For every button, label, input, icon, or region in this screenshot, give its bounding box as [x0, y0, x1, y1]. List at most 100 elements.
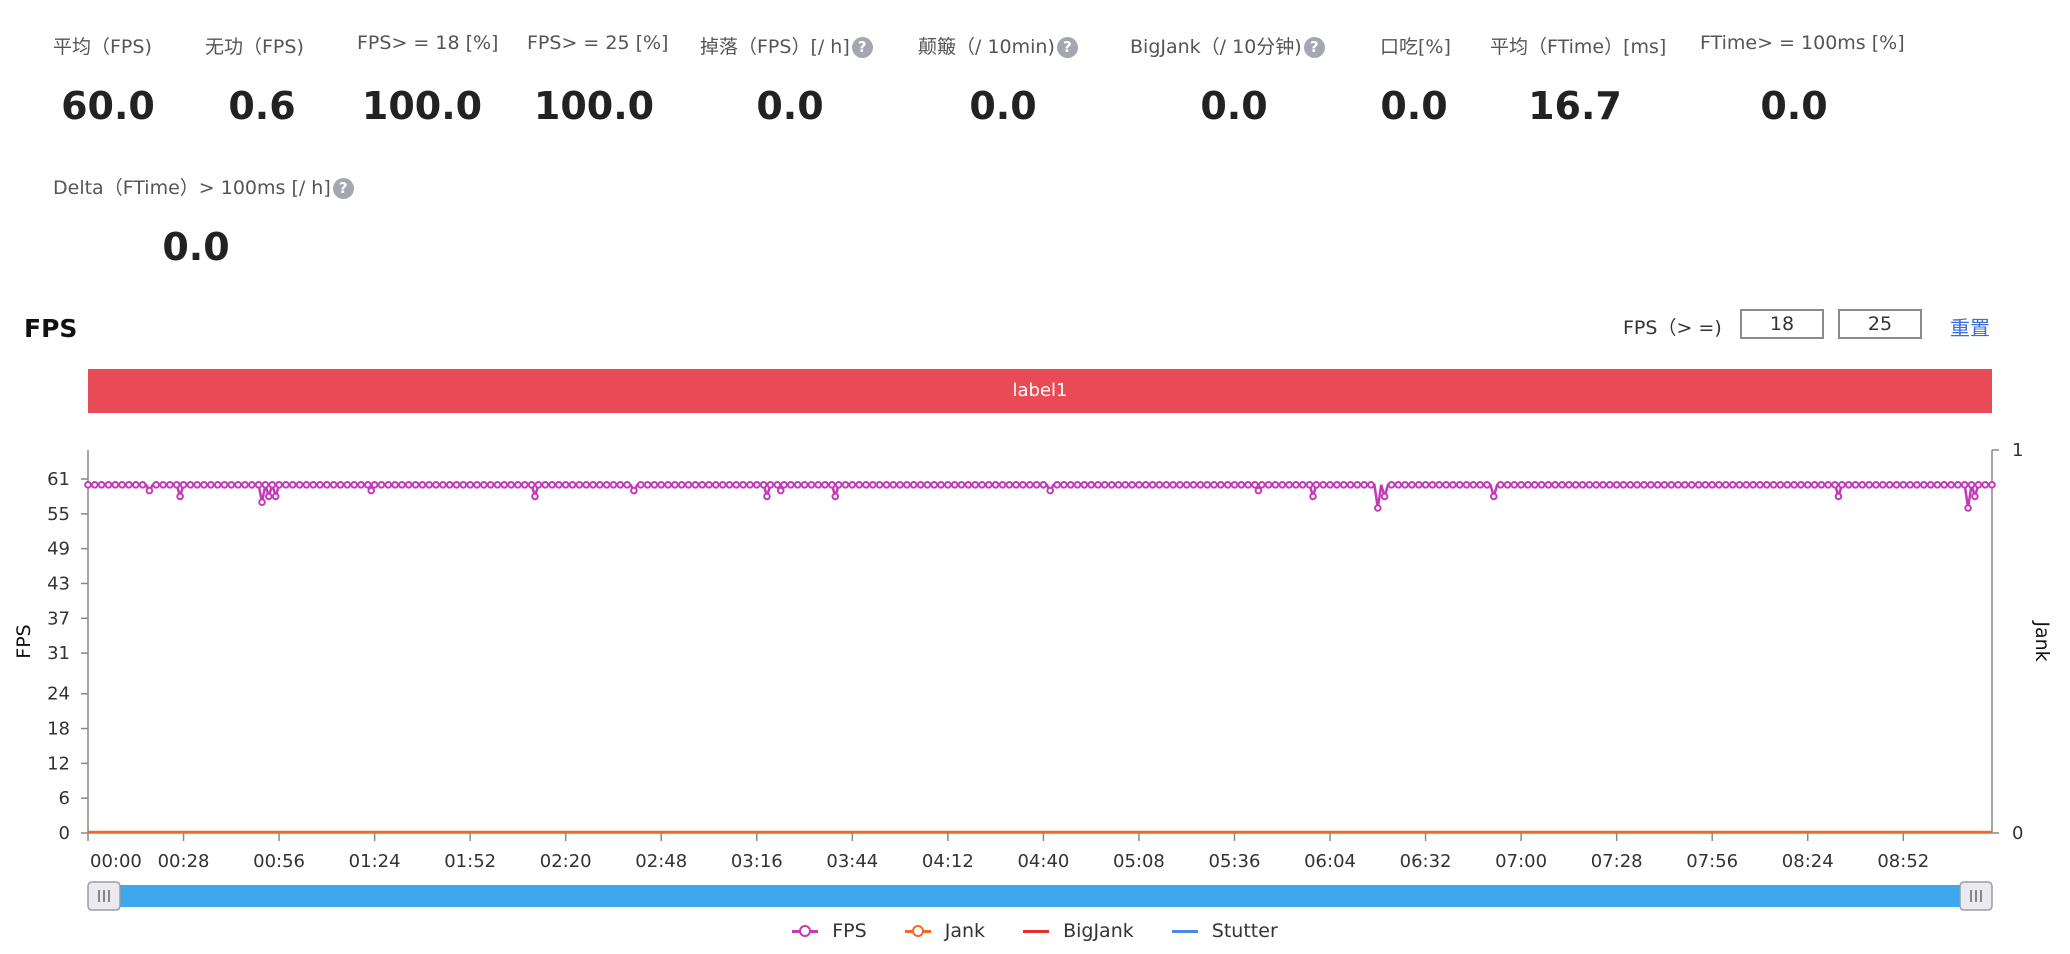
metric-label-text: FPS> = 25 [%] — [527, 32, 669, 54]
fps-point — [466, 481, 475, 489]
fps-point — [329, 481, 338, 489]
fps-point — [459, 481, 468, 489]
y-tick-label: 0 — [59, 823, 70, 844]
fps-point — [1217, 481, 1225, 489]
metric-label-text: 平均（FTime）[ms] — [1490, 36, 1667, 58]
fps-point — [1060, 481, 1068, 489]
fps-point — [855, 481, 864, 489]
fps-point — [1838, 481, 1846, 489]
fps-threshold-input-2[interactable] — [1838, 309, 1922, 339]
fps-point — [1964, 504, 1972, 512]
fps-point — [1462, 481, 1471, 489]
fps-point — [602, 481, 611, 489]
fps-point — [971, 481, 980, 489]
fps-point — [1305, 481, 1314, 489]
y-tick-label: 18 — [47, 719, 70, 740]
fps-point — [1865, 481, 1873, 489]
fps-point — [875, 481, 884, 489]
reset-button[interactable]: 重置 — [1950, 316, 1990, 340]
fps-point — [1496, 481, 1505, 489]
fps-point — [1039, 481, 1048, 489]
help-icon[interactable]: ? — [1303, 37, 1325, 58]
metric-label: 颠簸（/ 10min)? — [918, 32, 1078, 59]
fps-point — [507, 481, 515, 489]
legend-fps[interactable]: FPS — [792, 920, 867, 942]
fps-point — [1490, 492, 1498, 501]
x-tick-label: 01:52 — [444, 851, 496, 872]
fps-point — [985, 481, 993, 489]
fps-point — [773, 481, 782, 489]
fps-point — [882, 481, 891, 489]
fps-point — [1408, 481, 1416, 489]
metric-label: 口吃[%] — [1380, 32, 1451, 59]
fps-point — [486, 481, 495, 489]
fps-point — [480, 481, 488, 489]
help-icon[interactable]: ? — [851, 37, 873, 58]
x-tick-label: 01:24 — [349, 851, 401, 872]
metric-label-text: 口吃[%] — [1380, 36, 1451, 58]
fps-point — [1503, 481, 1512, 489]
fps-point — [445, 481, 454, 489]
fps-point — [384, 481, 393, 489]
fps-point — [1107, 481, 1116, 489]
fps-point — [848, 481, 857, 489]
fps-point — [671, 481, 679, 489]
x-tick-label: 07:00 — [1495, 851, 1547, 872]
help-icon[interactable]: ? — [1056, 37, 1078, 58]
fps-point — [241, 481, 249, 489]
metric-value: 0.0 — [1200, 84, 1268, 128]
fps-point — [357, 481, 365, 489]
fps-point — [1066, 481, 1075, 489]
fps-point — [698, 481, 707, 489]
y-tick-label: 12 — [47, 753, 70, 774]
legend-jank[interactable]: Jank — [904, 920, 985, 942]
fps-point — [1971, 492, 1979, 501]
fps-point — [1810, 481, 1819, 489]
metric-label: FTime> = 100ms [%] — [1700, 32, 1905, 54]
fps-point — [1483, 481, 1491, 489]
y-tick-label: 49 — [47, 539, 70, 560]
x-tick-label: 04:40 — [1017, 851, 1069, 872]
metric-label: 平均（FPS) — [53, 32, 152, 59]
fps-point — [1374, 504, 1382, 512]
legend-bigjank-label: BigJank — [1063, 920, 1134, 942]
fps-point — [309, 481, 318, 489]
fps-point — [712, 481, 720, 489]
fps-point — [718, 481, 727, 489]
range-slider-track — [88, 885, 1992, 907]
fps-point — [271, 492, 280, 501]
fps-point — [1309, 492, 1317, 501]
fps-point — [657, 481, 666, 489]
fps-point — [1435, 481, 1443, 489]
fps-point — [1394, 481, 1403, 489]
fps-point — [418, 481, 427, 489]
fps-point — [1756, 481, 1764, 489]
fps-point — [800, 481, 809, 489]
fps-point — [1312, 481, 1321, 489]
fps-point — [377, 481, 386, 489]
fps-point — [841, 481, 850, 489]
fps-point — [1278, 481, 1287, 489]
fps-point — [1258, 481, 1266, 489]
fps-point — [1592, 481, 1600, 489]
fps-threshold-label: FPS（> =) — [1623, 317, 1722, 339]
fps-point — [84, 481, 92, 489]
y2-axis-title: Jank — [2031, 620, 2053, 661]
help-icon[interactable]: ? — [332, 178, 354, 199]
metric-label-text: 颠簸（/ 10min) — [918, 36, 1055, 58]
fps-point — [1667, 481, 1676, 489]
fps-point — [1763, 481, 1771, 489]
legend-stutter[interactable]: Stutter — [1171, 920, 1278, 942]
fps-point — [1476, 481, 1484, 489]
fps-point — [664, 481, 672, 489]
x-tick-label: 08:24 — [1782, 851, 1834, 872]
fps-threshold-input-1[interactable] — [1740, 309, 1824, 339]
fps-point — [923, 481, 932, 489]
x-tick-label: 08:52 — [1877, 851, 1929, 872]
fps-point — [1169, 481, 1177, 489]
legend-bigjank[interactable]: BigJank — [1023, 920, 1134, 942]
fps-point — [452, 481, 461, 489]
fps-point — [776, 486, 785, 495]
metric-value: 100.0 — [533, 84, 655, 128]
fps-point — [145, 486, 154, 495]
